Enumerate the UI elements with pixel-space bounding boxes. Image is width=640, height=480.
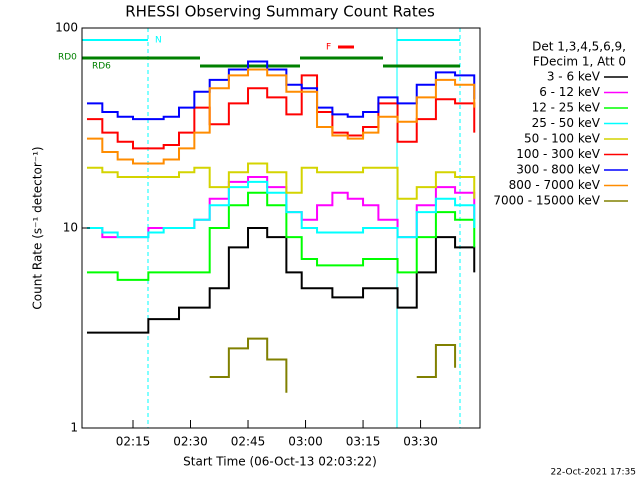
x-tick-label: 02:45 bbox=[231, 435, 266, 449]
legend-label: 300 - 800 keV bbox=[516, 163, 600, 177]
series-line bbox=[86, 74, 476, 150]
series-line bbox=[86, 180, 476, 239]
x-tick-label: 02:30 bbox=[173, 435, 208, 449]
annotation: RD0 bbox=[58, 53, 77, 63]
x-tick-label: 03:15 bbox=[346, 435, 381, 449]
annotation: N bbox=[155, 36, 162, 46]
y-tick-label: 100 bbox=[55, 21, 78, 35]
y-tick-label: 10 bbox=[63, 221, 78, 235]
legend-label: 100 - 300 keV bbox=[516, 147, 600, 161]
x-axis-label: Start Time (06-Oct-13 02:03:22) bbox=[183, 455, 377, 469]
series-line bbox=[86, 227, 476, 334]
plot-frame bbox=[81, 27, 481, 429]
x-tick-label: 03:30 bbox=[403, 435, 438, 449]
annotation: RD6 bbox=[92, 62, 111, 72]
legend-label: 3 - 6 keV bbox=[547, 70, 601, 84]
legend-label: 12 - 25 keV bbox=[532, 101, 601, 115]
series-line bbox=[86, 191, 476, 281]
legend-label: 7000 - 15000 keV bbox=[493, 194, 600, 208]
y-axis-label: Count Rate (s⁻¹ detector⁻¹) bbox=[31, 146, 45, 309]
legend-label: 50 - 100 keV bbox=[524, 132, 601, 146]
footer: 22-Oct-2021 17:35 bbox=[551, 468, 636, 478]
legend-label: 6 - 12 keV bbox=[539, 85, 601, 99]
series-line bbox=[86, 68, 476, 165]
legend-label: 800 - 7000 keV bbox=[509, 178, 601, 192]
x-tick-label: 02:15 bbox=[116, 435, 151, 449]
x-tick-label: 03:00 bbox=[288, 435, 323, 449]
legend-header: FDecim 1, Att 0 bbox=[533, 55, 626, 69]
series-line bbox=[209, 337, 457, 393]
y-tick-label: 1 bbox=[70, 421, 78, 435]
legend-label: 25 - 50 keV bbox=[532, 116, 601, 130]
series-line bbox=[86, 162, 476, 200]
chart-title: RHESSI Observing Summary Count Rates bbox=[125, 3, 435, 21]
annotation: F bbox=[326, 43, 331, 53]
legend-header: Det 1,3,4,5,6,9, bbox=[532, 40, 626, 54]
overlays bbox=[82, 28, 461, 428]
